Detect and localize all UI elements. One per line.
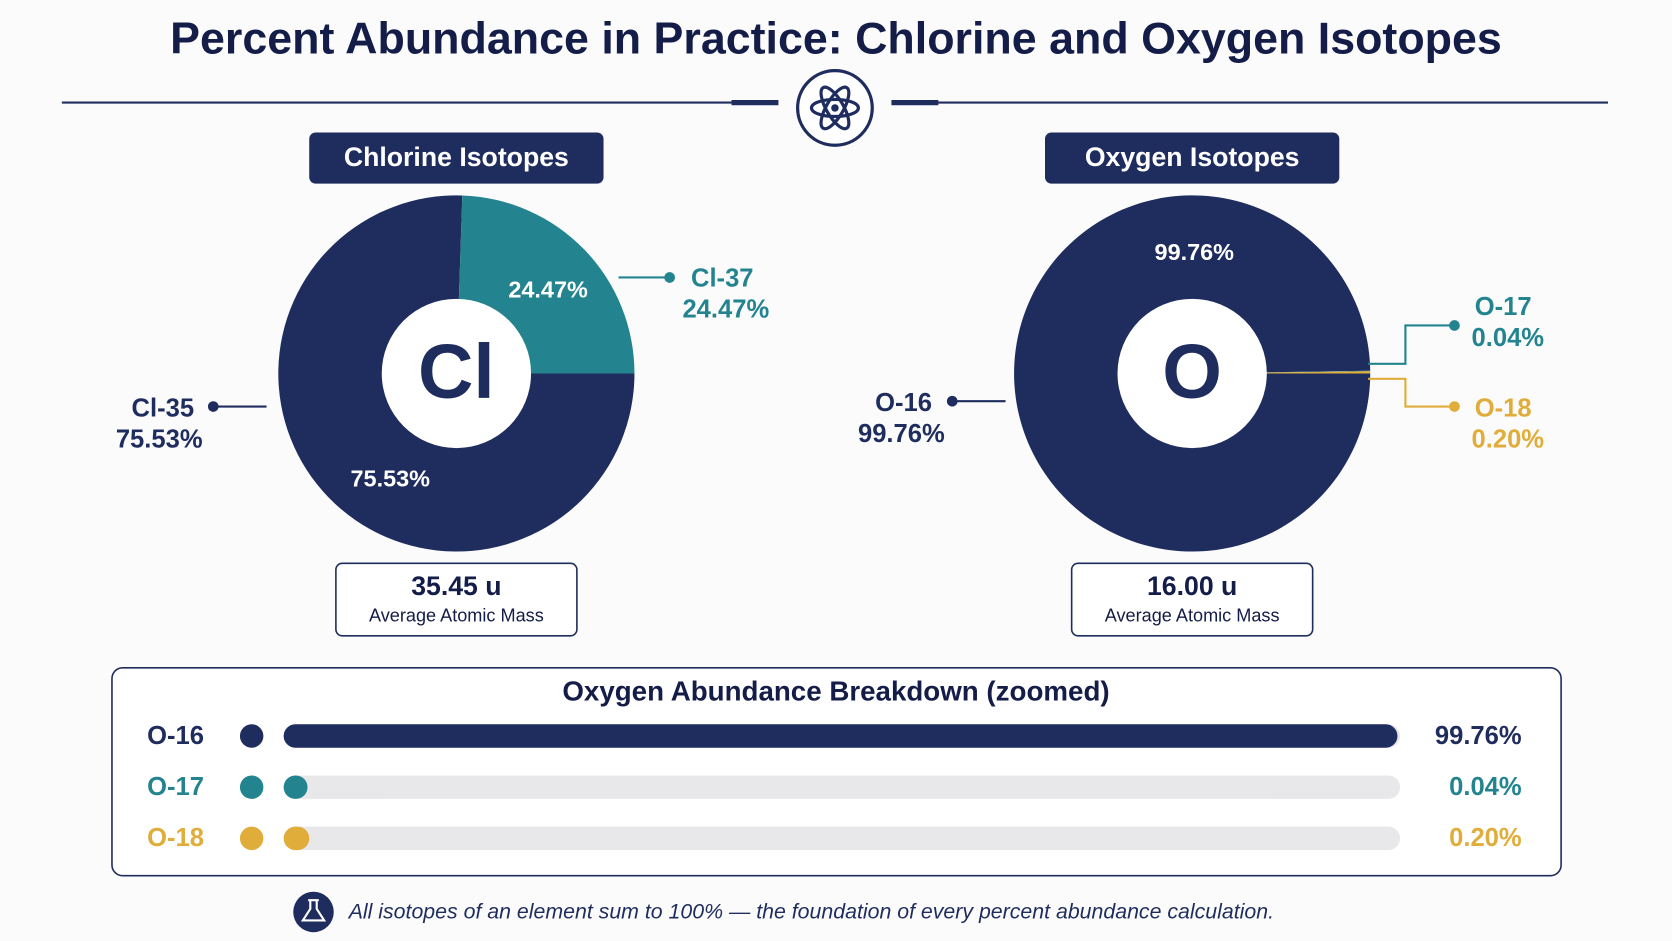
summary-box	[1070, 562, 1314, 637]
chart-title: Oxygen Abundance Breakdown (zoomed)	[562, 676, 1109, 707]
chart-badge	[1045, 132, 1340, 184]
page-title: Percent Abundance in Practice: Chlorine …	[170, 14, 1502, 64]
summary-box	[335, 562, 578, 637]
callout-dot	[1449, 401, 1460, 412]
callout-line	[1368, 377, 1455, 408]
flask-icon	[300, 899, 327, 922]
chart-badge	[309, 132, 604, 184]
slice-label: 99.76%	[1155, 239, 1235, 265]
legend-label: O-16	[875, 389, 932, 417]
legend-dot	[239, 724, 264, 748]
legend-dot	[239, 826, 264, 851]
value-label: 0.20%	[1449, 824, 1522, 852]
atom-icon	[796, 69, 874, 147]
center-label: Cl	[418, 330, 495, 415]
callout-dot	[664, 272, 675, 283]
value-label: 0.04%	[1449, 773, 1522, 801]
category-label: O-16	[147, 722, 204, 750]
callout-line	[1368, 324, 1455, 365]
legend-label: O-18	[1475, 394, 1532, 422]
legend-label: O-17	[1475, 293, 1532, 321]
legend-value: 24.47%	[682, 295, 769, 323]
category-label: O-17	[147, 773, 204, 801]
donut-hole	[1117, 298, 1267, 449]
summary-label: Average Atomic Mass	[369, 605, 544, 625]
chart-title: Oxygen Isotopes	[1085, 142, 1300, 172]
legend-label: Cl-37	[691, 264, 754, 292]
chart-title: Chlorine Isotopes	[344, 142, 569, 172]
footer-note: All isotopes of an element sum to 100% —…	[347, 900, 1274, 924]
callout-dot	[1449, 320, 1460, 331]
callout-dot	[207, 401, 219, 412]
callout-dot	[946, 395, 958, 407]
legend-dot	[239, 775, 264, 799]
legend-value: 99.76%	[858, 420, 945, 448]
legend-value: 0.04%	[1472, 324, 1545, 352]
slice-label: 75.53%	[351, 465, 431, 491]
bar-panel	[111, 666, 1562, 877]
legend-value: 75.53%	[116, 425, 203, 453]
slice-label: 24.47%	[508, 277, 588, 303]
flask-icon	[293, 891, 334, 933]
value-label: 99.76%	[1435, 722, 1522, 750]
legend-value: 0.20%	[1472, 425, 1545, 453]
center-label: O	[1162, 330, 1222, 415]
summary-value: 35.45 u	[411, 571, 501, 601]
summary-value: 16.00 u	[1147, 571, 1237, 601]
legend-label: Cl-35	[132, 394, 195, 422]
summary-label: Average Atomic Mass	[1105, 605, 1280, 625]
donut-hole	[381, 298, 532, 449]
category-label: O-18	[147, 824, 204, 852]
